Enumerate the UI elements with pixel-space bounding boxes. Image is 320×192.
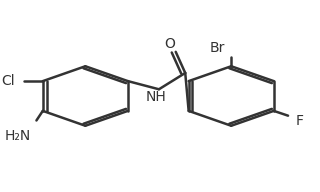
Text: H₂N: H₂N xyxy=(4,129,30,143)
Text: NH: NH xyxy=(145,90,166,104)
Text: O: O xyxy=(164,37,175,51)
Text: Cl: Cl xyxy=(1,74,15,88)
Text: F: F xyxy=(295,114,303,128)
Text: Br: Br xyxy=(209,41,225,55)
